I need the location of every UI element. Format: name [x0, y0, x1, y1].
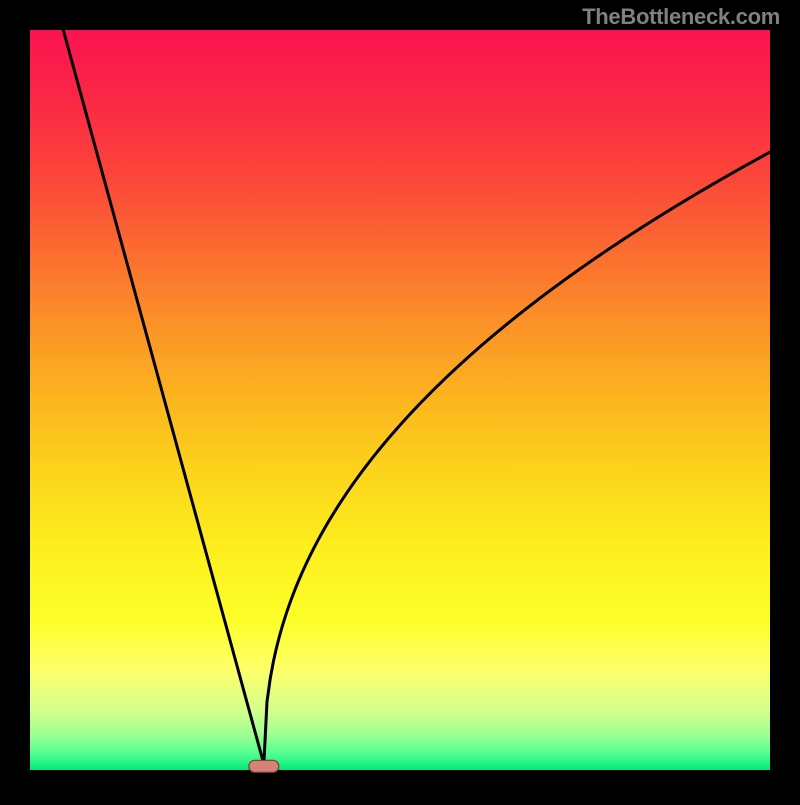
bottleneck-chart	[0, 0, 800, 800]
plot-background	[30, 30, 770, 770]
optimal-point-marker	[249, 760, 279, 772]
chart-container: TheBottleneck.com	[0, 0, 800, 800]
watermark-label: TheBottleneck.com	[582, 4, 780, 30]
